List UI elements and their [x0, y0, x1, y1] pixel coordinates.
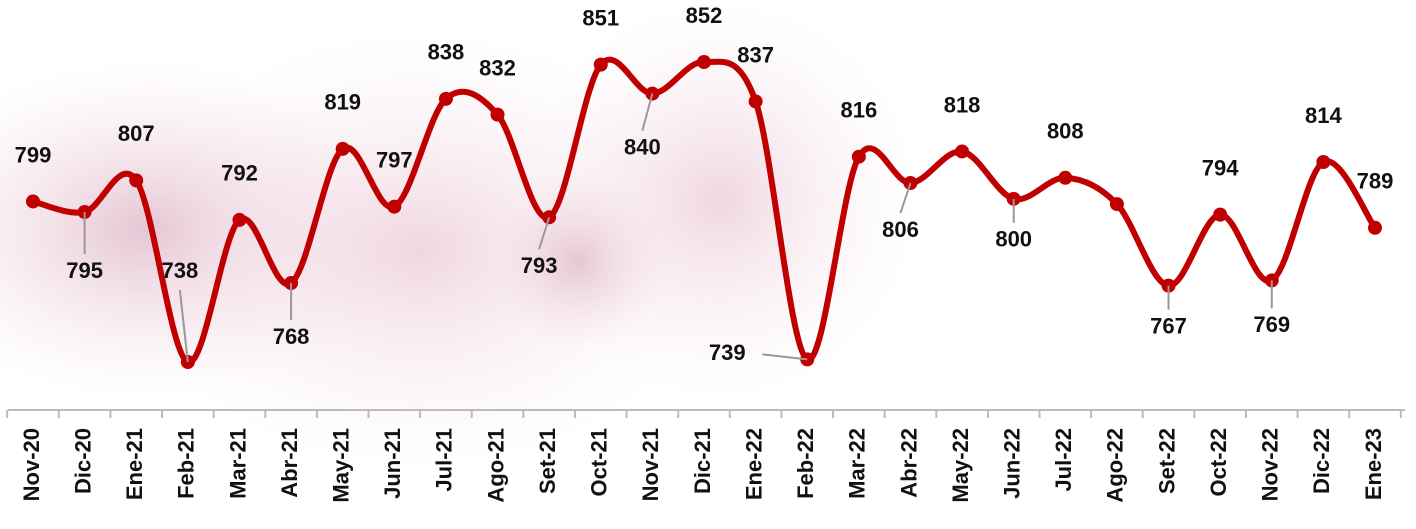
- x-tick-label: May-22: [948, 428, 973, 503]
- data-label: 818: [944, 92, 981, 117]
- point: [955, 144, 970, 159]
- data-label: 816: [840, 98, 877, 123]
- x-tick-label: Ene-23: [1361, 428, 1386, 500]
- data-label: 852: [686, 3, 723, 28]
- point: [438, 91, 453, 106]
- data-label: 792: [221, 161, 258, 186]
- point: [129, 173, 144, 188]
- x-tick-label: Nov-22: [1258, 428, 1283, 501]
- point: [26, 194, 40, 209]
- x-tick-label: Dic-21: [690, 428, 715, 494]
- x-tick-label: Jul-21: [432, 428, 457, 492]
- data-label: 768: [273, 324, 310, 349]
- x-tick-label: May-21: [329, 428, 354, 503]
- data-label: 837: [737, 42, 774, 67]
- point: [335, 141, 350, 156]
- data-label: 832: [479, 55, 516, 80]
- point: [1109, 197, 1124, 212]
- point: [851, 149, 866, 164]
- data-label: 794: [1202, 155, 1239, 180]
- data-label: 807: [118, 121, 155, 146]
- background-watercolor: [0, 0, 920, 470]
- x-tick-label: Nov-20: [19, 428, 44, 501]
- leader-line: [178, 289, 189, 363]
- x-tick-label: Dic-20: [70, 428, 95, 494]
- x-tick-label: Abr-21: [277, 428, 302, 498]
- data-label: 814: [1305, 103, 1342, 128]
- data-label: 840: [624, 134, 661, 159]
- x-tick-label: Ago-22: [1103, 428, 1128, 503]
- point: [1213, 207, 1228, 222]
- data-label: 799: [15, 142, 52, 167]
- data-label: 769: [1253, 312, 1290, 337]
- data-label: 795: [66, 258, 103, 283]
- data-label: 808: [1047, 119, 1084, 144]
- point: [1368, 220, 1382, 235]
- data-label: 806: [882, 217, 919, 242]
- data-label: 838: [428, 40, 465, 65]
- x-tick-label: Ene-21: [122, 428, 147, 500]
- data-label: 789: [1357, 169, 1394, 194]
- data-label: 767: [1150, 313, 1187, 338]
- x-tick-label: Feb-22: [793, 428, 818, 499]
- point: [1316, 155, 1331, 169]
- x-tick-label: Jul-22: [1051, 428, 1076, 492]
- leader-line: [899, 182, 912, 214]
- leader-line: [641, 93, 654, 131]
- data-label: 793: [521, 253, 558, 278]
- x-tick-label: Jun-21: [380, 428, 405, 499]
- point: [1058, 170, 1073, 185]
- x-tick-label: Nov-21: [638, 428, 663, 501]
- data-label: 738: [161, 258, 198, 283]
- x-tick-label: Oct-22: [1206, 428, 1231, 496]
- point: [697, 55, 711, 69]
- data-label: 819: [324, 90, 361, 115]
- x-tick-label: Feb-21: [174, 428, 199, 499]
- data-label: 739: [709, 340, 746, 365]
- data-label: 851: [582, 5, 619, 30]
- point: [748, 94, 763, 109]
- data-label: 800: [995, 227, 1032, 252]
- point: [593, 57, 608, 72]
- point: [490, 107, 505, 122]
- x-tick-label: Mar-22: [845, 428, 870, 499]
- point: [232, 212, 247, 227]
- point: [387, 199, 402, 214]
- x-tick-label: Jun-22: [1000, 428, 1025, 499]
- x-tick-label: Abr-22: [896, 428, 921, 498]
- x-tick-label: Ene-22: [741, 428, 766, 500]
- x-tick-label: Set-22: [1154, 428, 1179, 494]
- leader-line: [762, 353, 808, 361]
- x-tick-label: Set-21: [535, 428, 560, 494]
- data-label: 797: [376, 148, 413, 173]
- x-tick-label: Oct-21: [587, 428, 612, 496]
- x-tick-label: Mar-21: [225, 428, 250, 499]
- leader-line: [538, 216, 551, 250]
- x-tick-label: Ago-21: [483, 428, 508, 503]
- x-tick-label: Dic-22: [1309, 428, 1334, 494]
